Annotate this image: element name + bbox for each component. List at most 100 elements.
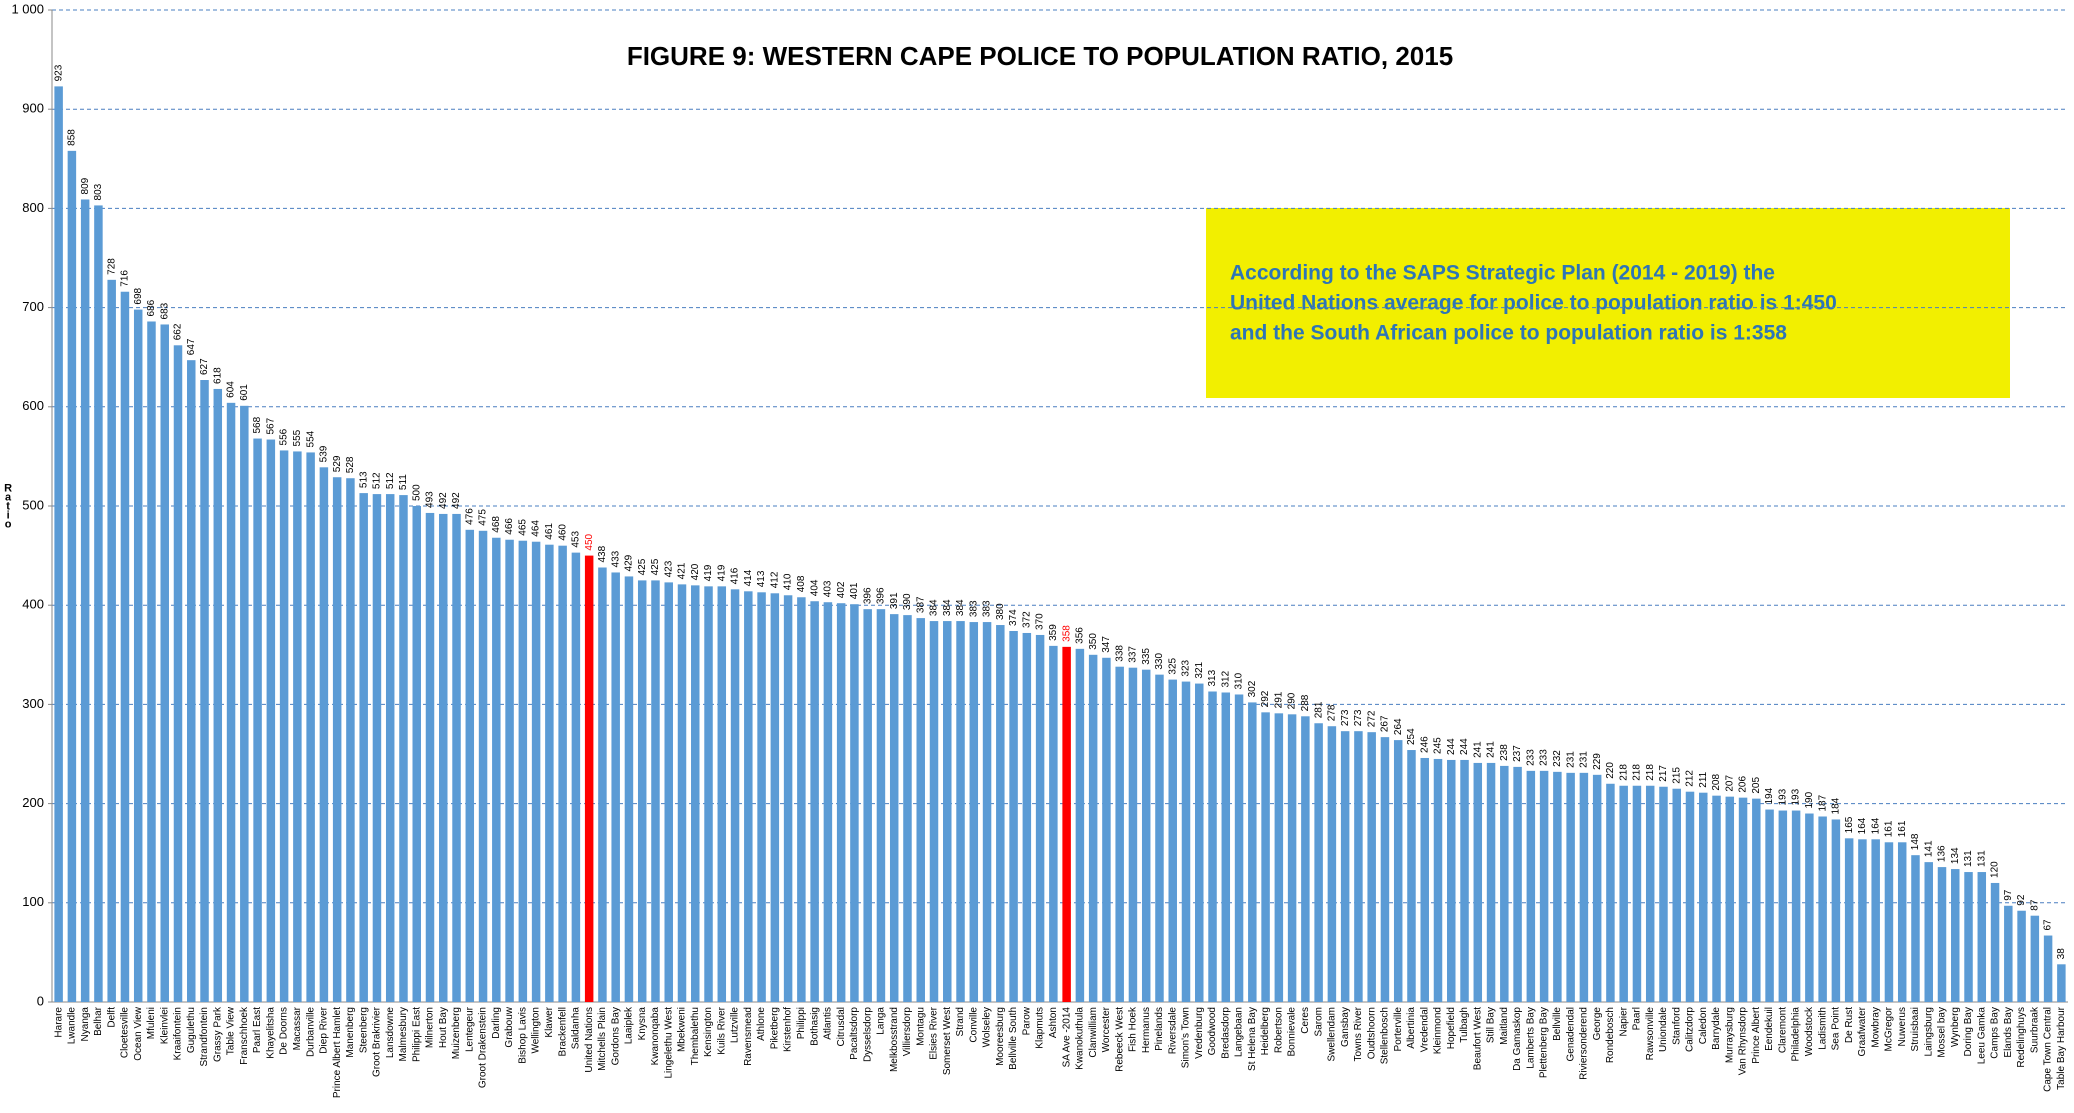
value-label: 390 (902, 593, 913, 610)
value-label: 120 (1990, 861, 2001, 878)
value-label: 292 (1260, 690, 1271, 707)
value-label: 272 (1366, 710, 1377, 727)
value-label: 312 (1220, 670, 1231, 687)
bar (1566, 772, 1575, 1002)
x-tick-label: Langebaan (1234, 1007, 1245, 1057)
x-tick-label: Rebeeck West (1114, 1007, 1125, 1072)
value-label: 402 (836, 581, 847, 598)
y-tick-label: 700 (22, 299, 44, 314)
bar (1765, 809, 1774, 1002)
x-tick-label: Parow (1021, 1006, 1032, 1035)
value-label: 419 (703, 564, 714, 581)
value-label: 698 (133, 287, 144, 304)
x-tick-label: Groot Brakrivier (372, 1006, 383, 1077)
x-tick-label: Mossel bay (1937, 1007, 1948, 1058)
x-tick-label: Ashton (1048, 1007, 1059, 1038)
x-tick-label: Thembalethu (690, 1007, 701, 1065)
bar (717, 586, 727, 1002)
x-tick-label: Mfuleni (146, 1007, 157, 1039)
x-tick-label: Delft (106, 1007, 117, 1028)
bar (226, 402, 236, 1002)
x-tick-label: Sarom (1313, 1007, 1324, 1036)
bar (956, 621, 965, 1002)
value-label: 618 (212, 367, 223, 384)
bar (1951, 869, 1960, 1002)
bar (903, 615, 912, 1002)
bar (213, 388, 223, 1003)
x-tick-label: Uniondale (1658, 1007, 1669, 1052)
x-tick-label: Malmesbury (398, 1007, 409, 1061)
x-tick-label: Maitland (1499, 1007, 1510, 1045)
x-tick-label: Stellenbosch (1380, 1007, 1391, 1064)
value-label: 492 (451, 492, 462, 509)
bar (969, 622, 979, 1002)
value-label: 466 (504, 518, 515, 535)
annotation-line: and the South African police to populati… (1230, 322, 1787, 345)
x-tick-label: Kleinvlei (159, 1007, 170, 1044)
x-tick-label: Kleinmond (1433, 1007, 1444, 1054)
x-tick-label: Riversdale (1167, 1007, 1178, 1055)
bar (319, 467, 329, 1002)
value-label: 131 (1976, 850, 1987, 867)
bar (1447, 759, 1456, 1002)
bar (850, 604, 859, 1002)
x-tick-label: Villiersdorp (902, 1007, 913, 1057)
bar (1818, 816, 1827, 1002)
y-tick-label: 100 (22, 894, 44, 909)
x-tick-label: Strandfontein (199, 1007, 210, 1067)
value-label: 165 (1844, 816, 1855, 833)
value-label: 325 (1167, 657, 1178, 674)
bar (1354, 731, 1363, 1002)
x-tick-label: Mowbray (1870, 1007, 1881, 1048)
bar (1009, 630, 1018, 1002)
value-label: 330 (1154, 653, 1165, 670)
x-tick-label: Mbekweni (677, 1007, 688, 1052)
chart-title: FIGURE 9: WESTERN CAPE POLICE TO POPULAT… (627, 41, 1453, 71)
bar (1500, 765, 1509, 1002)
bar (2057, 964, 2066, 1002)
x-tick-label: Bellville (1552, 1007, 1563, 1041)
x-tick-label: Pinelands (1154, 1007, 1165, 1051)
bar (571, 552, 581, 1002)
value-label: 475 (478, 509, 489, 526)
bar (120, 291, 130, 1002)
y-tick-label: 1 000 (11, 1, 44, 16)
bar (385, 494, 395, 1002)
value-label: 438 (597, 545, 608, 562)
bar (1712, 795, 1721, 1002)
bar (624, 576, 634, 1002)
value-label: 97 (2003, 889, 2014, 901)
value-label: 338 (1114, 645, 1125, 662)
bar (1884, 842, 1894, 1002)
x-tick-label: Gansbay (1340, 1007, 1351, 1047)
value-label: 161 (1884, 820, 1895, 837)
value-label: 148 (1910, 833, 1921, 850)
x-tick-label: Saldanha (571, 1007, 582, 1050)
bar (1221, 692, 1231, 1002)
value-label: 241 (1486, 741, 1497, 758)
x-tick-label: Beaufort West (1472, 1007, 1483, 1070)
x-tick-label: Belhar (93, 1006, 104, 1036)
bar (1871, 839, 1880, 1002)
value-label: 539 (319, 445, 330, 462)
value-label: 134 (1950, 847, 1961, 864)
value-label: 323 (1181, 659, 1192, 676)
x-tick-label: Doring Bay (1963, 1007, 1974, 1056)
bar (1115, 666, 1124, 1002)
bar (94, 205, 103, 1002)
value-label: 500 (411, 484, 422, 501)
bar (889, 614, 899, 1002)
x-tick-label: Bothasig (809, 1007, 820, 1046)
bar (2004, 905, 2013, 1002)
x-tick-label: George (1592, 1007, 1603, 1041)
x-tick-label: Hopefield (1446, 1007, 1457, 1049)
x-tick-label: Barrydale (1711, 1007, 1722, 1050)
bar (783, 595, 793, 1002)
value-label: 194 (1764, 787, 1775, 804)
x-tick-label: Dysselsdorp (862, 1007, 873, 1062)
bar (452, 513, 461, 1002)
bar (1725, 796, 1735, 1002)
value-label: 215 (1671, 767, 1682, 784)
value-label: 374 (1008, 609, 1019, 626)
bar (982, 622, 992, 1002)
